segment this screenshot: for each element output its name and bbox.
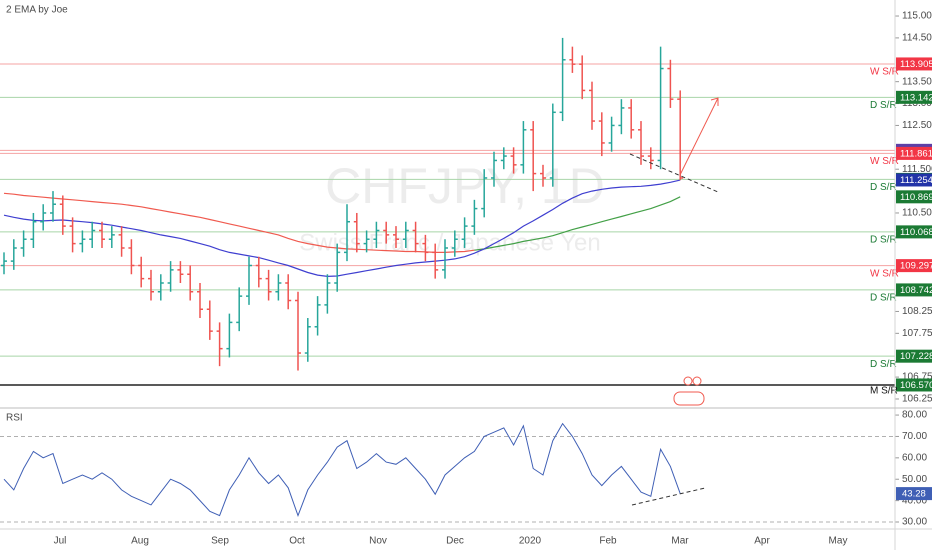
- event-icon: [683, 376, 693, 386]
- level-tag: W S/R: [870, 268, 899, 279]
- x-tick-label: Nov: [369, 536, 387, 547]
- trend-line: [629, 153, 719, 193]
- x-tick-label: Jul: [54, 536, 67, 547]
- x-tick-label: Dec: [446, 536, 464, 547]
- x-tick-label: Apr: [754, 536, 770, 547]
- level-label: 107.228: [900, 351, 932, 362]
- y-tick-label: 70.00: [902, 431, 927, 442]
- projection-arrow: [679, 97, 719, 176]
- x-tick-label: Oct: [289, 536, 305, 547]
- last-value-box: [896, 487, 932, 501]
- y-tick-label: 108.250: [902, 306, 932, 317]
- x-tick-label: May: [829, 536, 848, 547]
- level-tag: D S/R: [870, 100, 897, 111]
- arrow-head: [710, 97, 719, 106]
- level-box: [896, 173, 932, 187]
- level-tag: D S/R: [870, 293, 897, 304]
- x-tick-label: Aug: [131, 536, 149, 547]
- level-label: 109.297: [900, 261, 932, 272]
- level-box: [896, 283, 932, 297]
- x-tick-label: 2020: [519, 536, 542, 547]
- level-tag: D S/R: [870, 182, 897, 193]
- level-box: [896, 259, 932, 273]
- level-tag: D S/R: [870, 359, 897, 370]
- level-label: 110.068: [900, 227, 932, 238]
- level-tag: D S/R: [870, 235, 897, 246]
- line-series: [3, 422, 681, 518]
- watermark: CHFJPY, 1D Swiss Franc / Japanese Yen: [299, 158, 605, 256]
- level-tag: W S/R: [870, 156, 899, 167]
- level-label: 110.869: [900, 192, 932, 203]
- y-tick-label: 60.00: [902, 452, 927, 463]
- x-tick-label: Mar: [671, 536, 689, 547]
- x-tick-label: Feb: [599, 536, 617, 547]
- y-tick-label: 115.000: [902, 11, 932, 22]
- y-tick-label: 40.00: [902, 495, 927, 506]
- y-tick-label: 30.00: [902, 517, 927, 528]
- level-label: 111.254: [900, 175, 932, 186]
- y-tick-label: 112.500: [902, 120, 932, 131]
- y-tick-label: 80.00: [902, 410, 927, 421]
- watermark-symbol: CHFJPY, 1D: [325, 158, 605, 214]
- event-icons: [673, 376, 705, 406]
- level-box: [896, 225, 932, 239]
- event-icon: [673, 391, 705, 406]
- level-label: 108.742: [900, 285, 932, 296]
- last-value-label: 43.28: [902, 489, 926, 500]
- level-box: [896, 349, 932, 363]
- indicator-title: 2 EMA by Joe: [6, 5, 68, 16]
- level-box: [896, 146, 932, 160]
- rsi-title: RSI: [6, 413, 23, 424]
- y-tick-label: 107.750: [902, 328, 932, 339]
- event-icon: [692, 376, 702, 386]
- y-tick-label: 111.500: [902, 164, 932, 175]
- level-label: 113.905: [900, 59, 932, 70]
- x-tick-label: Sep: [211, 536, 229, 547]
- level-label: 106.570: [900, 380, 932, 391]
- y-tick-label: 110.500: [902, 208, 932, 219]
- y-tick-label: 50.00: [902, 474, 927, 485]
- line-series: [3, 179, 681, 278]
- level-box: [896, 378, 932, 392]
- level-box: [896, 190, 932, 204]
- y-tick-label: 106.250: [902, 394, 932, 405]
- line-series: [474, 196, 681, 251]
- level-box: [896, 90, 932, 104]
- level-tag: M S/R: [870, 386, 898, 397]
- level-label: 113.142: [900, 92, 932, 103]
- y-tick-label: 113.500: [902, 76, 932, 87]
- y-tick-label: 106.750: [902, 372, 932, 383]
- rsi-trend-line: [631, 487, 706, 506]
- level-label: 111.861: [900, 148, 932, 159]
- level-box: [896, 57, 932, 71]
- line-series: [3, 192, 475, 253]
- y-tick-label: 114.500: [902, 33, 932, 44]
- level-tag: W S/R: [870, 67, 899, 78]
